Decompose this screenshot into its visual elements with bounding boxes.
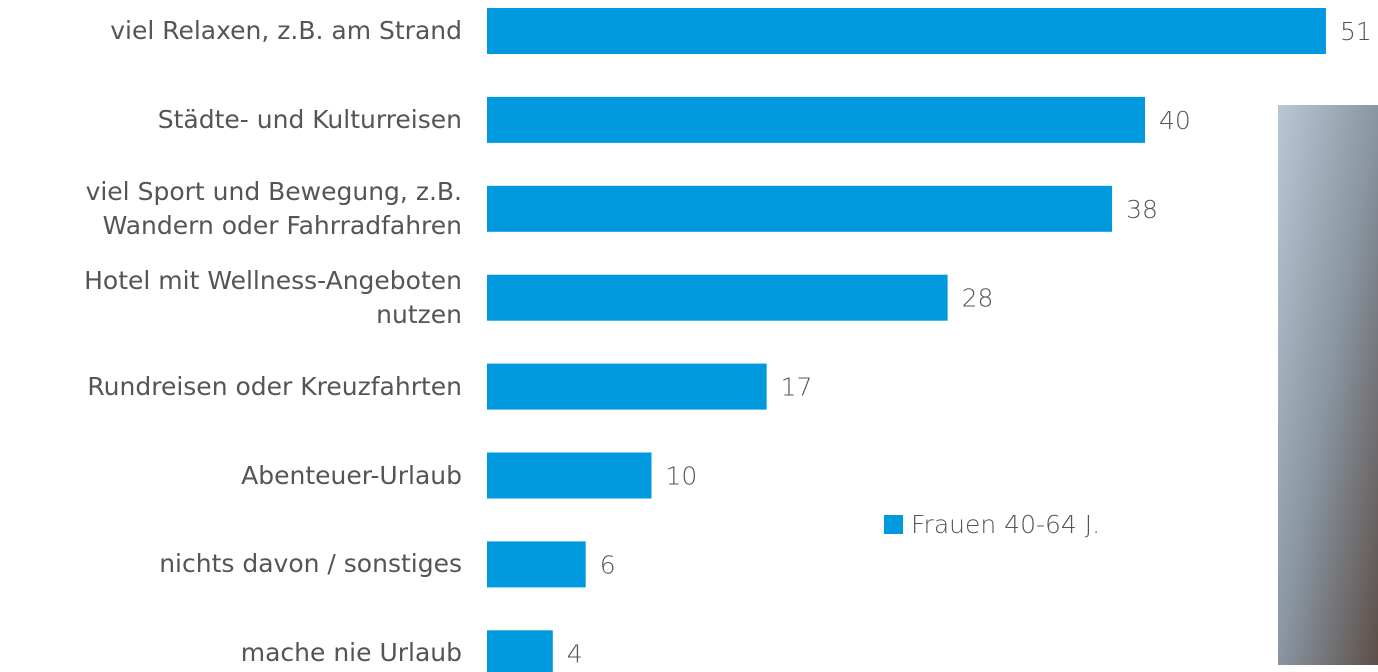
value-label: 17 <box>781 373 813 402</box>
bar <box>487 453 652 499</box>
value-label: 4 <box>567 639 583 668</box>
category-label: viel Relaxen, z.B. am Strand <box>0 0 462 71</box>
category-text: Rundreisen oder Kreuzfahrten <box>22 370 462 404</box>
category-text: nichts davon / sonstiges <box>22 547 462 581</box>
category-label: Hotel mit Wellness-Angeboten nutzen <box>0 258 462 338</box>
value-label: 28 <box>962 284 994 313</box>
category-label: nichts davon / sonstiges <box>0 524 462 604</box>
legend-swatch <box>884 515 903 534</box>
category-label: Abenteuer-Urlaub <box>0 436 462 516</box>
chart: 51 40 38 28 17 10 6 4 Frauen 40-64 J. viel Relax… <box>0 0 1378 672</box>
category-label: viel Sport und Bewegung, z.B. Wandern od… <box>0 169 462 249</box>
bar <box>487 364 767 410</box>
value-label: 40 <box>1159 106 1191 135</box>
category-label: Städte- und Kulturreisen <box>0 80 462 160</box>
value-label: 38 <box>1126 195 1158 224</box>
category-label: Rundreisen oder Kreuzfahrten <box>0 347 462 427</box>
category-text: mache nie Urlaub <box>22 636 462 670</box>
value-label: 10 <box>666 462 698 491</box>
bar <box>487 630 553 672</box>
value-label: 51 <box>1340 17 1372 46</box>
category-text: viel Relaxen, z.B. am Strand <box>22 14 462 48</box>
bar <box>487 275 948 321</box>
legend-label: Frauen 40-64 J. <box>911 510 1100 539</box>
category-text: Abenteuer-Urlaub <box>22 459 462 493</box>
bar <box>487 186 1112 232</box>
bar <box>487 97 1145 143</box>
bar <box>487 541 586 587</box>
category-text: viel Sport und Bewegung, z.B. Wandern od… <box>22 175 462 243</box>
category-text: Städte- und Kulturreisen <box>22 103 462 137</box>
bar <box>487 8 1326 54</box>
photo <box>1278 105 1378 665</box>
value-label: 6 <box>600 550 616 579</box>
category-label: mache nie Urlaub <box>0 613 462 672</box>
category-text: Hotel mit Wellness-Angeboten nutzen <box>22 264 462 332</box>
